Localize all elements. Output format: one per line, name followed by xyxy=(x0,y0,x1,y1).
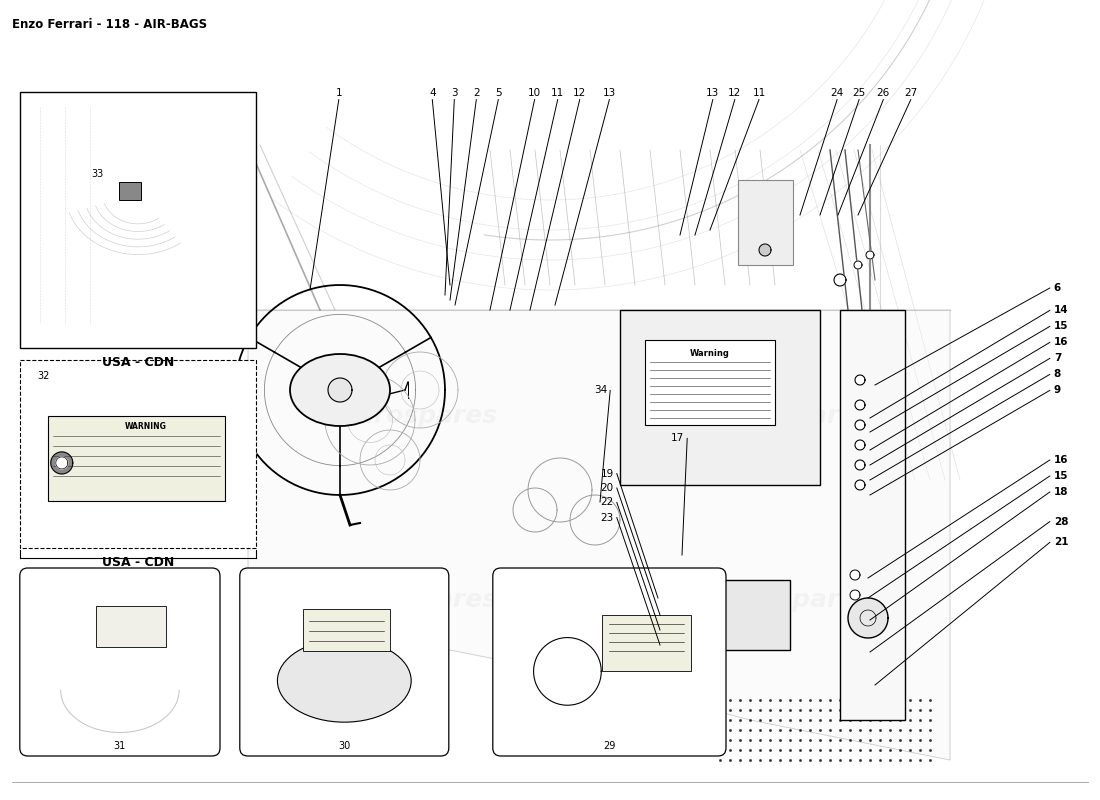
Text: eurospares: eurospares xyxy=(339,588,497,612)
Text: 12: 12 xyxy=(573,88,586,98)
Text: 26: 26 xyxy=(877,88,890,98)
Text: 23: 23 xyxy=(601,513,614,522)
Text: 17: 17 xyxy=(671,434,684,443)
FancyBboxPatch shape xyxy=(240,568,449,756)
Polygon shape xyxy=(759,244,771,256)
Text: 6: 6 xyxy=(1054,283,1062,293)
Text: 27: 27 xyxy=(904,88,917,98)
Polygon shape xyxy=(848,598,888,638)
Text: 7: 7 xyxy=(1054,354,1062,363)
Text: 12: 12 xyxy=(728,88,741,98)
Text: 25: 25 xyxy=(852,88,866,98)
Polygon shape xyxy=(645,609,651,615)
Text: 10: 10 xyxy=(528,88,541,98)
Bar xyxy=(660,580,790,650)
Bar xyxy=(302,610,390,650)
Text: 13: 13 xyxy=(706,88,719,98)
Polygon shape xyxy=(855,480,865,490)
Text: 14: 14 xyxy=(1054,306,1068,315)
Text: 32: 32 xyxy=(37,371,51,381)
Text: 2: 2 xyxy=(473,88,480,98)
Text: 13: 13 xyxy=(603,88,616,98)
Text: 1: 1 xyxy=(336,88,342,98)
Text: 3: 3 xyxy=(451,88,458,98)
Text: 9: 9 xyxy=(1054,386,1060,395)
Bar xyxy=(840,310,905,720)
Polygon shape xyxy=(854,261,862,269)
Polygon shape xyxy=(855,420,865,430)
Text: 19: 19 xyxy=(601,469,614,478)
Text: 28: 28 xyxy=(1054,517,1068,526)
Ellipse shape xyxy=(290,354,390,426)
Polygon shape xyxy=(645,597,651,603)
Text: Enzo Ferrari - 118 - AIR-BAGS: Enzo Ferrari - 118 - AIR-BAGS xyxy=(12,18,207,31)
Text: 29: 29 xyxy=(603,741,616,751)
Bar xyxy=(738,180,793,265)
Text: 8: 8 xyxy=(1054,370,1062,379)
Text: 34: 34 xyxy=(594,386,607,395)
Polygon shape xyxy=(855,460,865,470)
Text: 16: 16 xyxy=(1054,455,1068,465)
Text: eurospares: eurospares xyxy=(339,404,497,428)
Text: 15: 15 xyxy=(1054,471,1068,481)
Bar xyxy=(20,360,256,548)
Polygon shape xyxy=(855,375,865,385)
Text: 16: 16 xyxy=(1054,338,1068,347)
Polygon shape xyxy=(834,274,846,286)
Bar xyxy=(47,416,226,501)
Text: 21: 21 xyxy=(1054,538,1068,547)
Text: 18: 18 xyxy=(1054,487,1068,497)
Text: 4: 4 xyxy=(429,88,436,98)
Text: USA - CDN: USA - CDN xyxy=(102,355,174,369)
Bar xyxy=(645,340,775,425)
Text: 11: 11 xyxy=(551,88,564,98)
Text: 31: 31 xyxy=(113,741,127,751)
Polygon shape xyxy=(866,251,874,259)
Ellipse shape xyxy=(277,639,411,722)
Bar xyxy=(620,310,820,485)
Text: WARNING: WARNING xyxy=(124,422,166,431)
Bar xyxy=(20,92,256,348)
Polygon shape xyxy=(645,634,651,642)
Text: 15: 15 xyxy=(1054,322,1068,331)
Text: 5: 5 xyxy=(495,88,502,98)
Bar xyxy=(603,615,691,671)
Bar xyxy=(119,182,141,200)
Text: eurospares: eurospares xyxy=(713,404,871,428)
Polygon shape xyxy=(850,590,860,600)
Polygon shape xyxy=(855,400,865,410)
Text: eurospares: eurospares xyxy=(713,588,871,612)
Polygon shape xyxy=(56,457,68,469)
FancyBboxPatch shape xyxy=(20,568,220,756)
Text: Warning: Warning xyxy=(690,350,730,358)
Text: 30: 30 xyxy=(338,741,351,751)
Text: 20: 20 xyxy=(601,483,614,493)
Polygon shape xyxy=(248,310,950,760)
Text: 11: 11 xyxy=(752,88,766,98)
Text: 22: 22 xyxy=(601,498,614,507)
Text: USA - CDN: USA - CDN xyxy=(102,555,174,569)
Bar xyxy=(96,606,166,647)
FancyBboxPatch shape xyxy=(493,568,726,756)
Text: 24: 24 xyxy=(830,88,844,98)
Text: 33: 33 xyxy=(91,169,103,178)
Polygon shape xyxy=(51,452,73,474)
Polygon shape xyxy=(850,570,860,580)
Polygon shape xyxy=(855,440,865,450)
Polygon shape xyxy=(328,378,352,402)
Polygon shape xyxy=(645,622,651,629)
